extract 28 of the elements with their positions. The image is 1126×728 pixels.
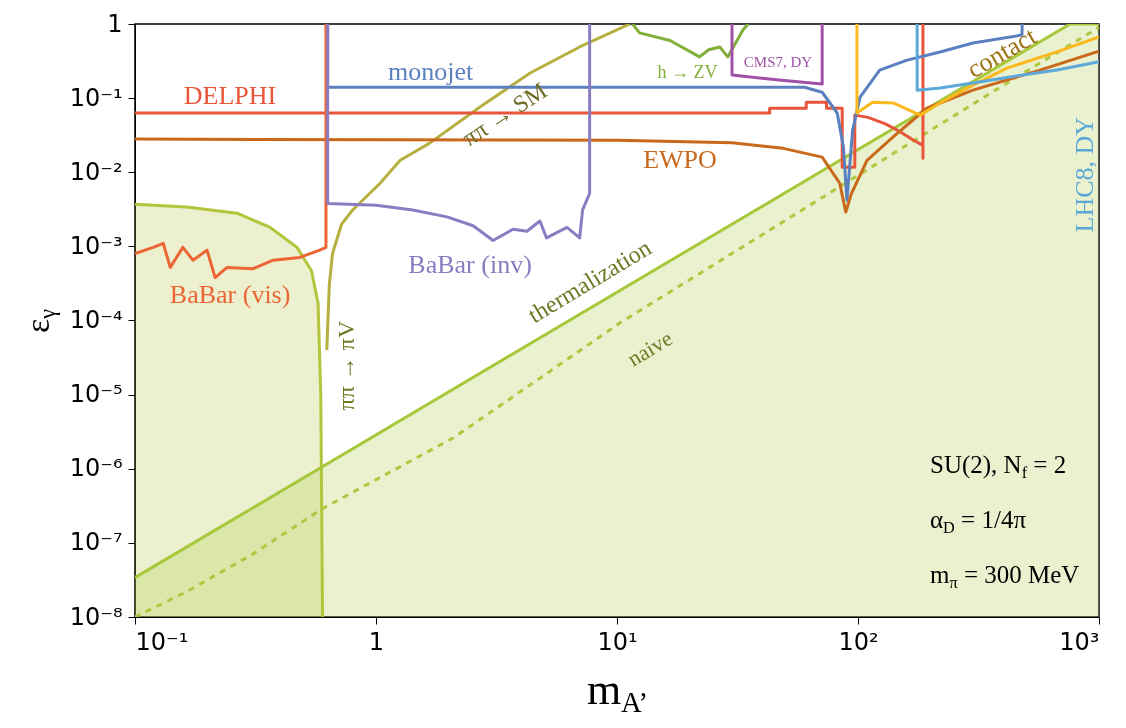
y-tick-label: 10⁻⁴ <box>69 306 123 334</box>
y-tick-label: 10⁻² <box>69 157 123 186</box>
y-tick-label: 10⁻⁷ <box>69 528 123 557</box>
series-label: BaBar (vis) <box>169 279 291 309</box>
x-tick-label: 10¹ <box>597 627 638 656</box>
y-tick-label: 10⁻⁸ <box>69 602 123 631</box>
series-label: EWPO <box>643 145 717 175</box>
text: ππ → πV <box>332 320 359 411</box>
series-label: CMS7, DY <box>743 54 813 71</box>
x-tick-label: 10³ <box>1059 627 1100 656</box>
y-tick-label: 10⁻³ <box>69 231 123 260</box>
series-label: h → ZV <box>657 61 718 82</box>
y-tick-label: 10⁻⁵ <box>69 380 123 409</box>
y-tick-label: 1 <box>107 9 123 38</box>
x-tick-label: 10² <box>838 627 879 656</box>
annotation: α$_{D}$ = 1/4π <box>930 506 1027 537</box>
x-axis-title: m$_{A’}$ <box>586 664 649 719</box>
annotation: m$_{π}$ = 300 MeV <box>930 561 1080 592</box>
x-tick-label: 10⁻¹ <box>135 627 189 656</box>
series-label: monojet <box>388 57 475 87</box>
series-label: DELPHI <box>183 81 277 110</box>
x-tick-label: 1 <box>368 627 385 656</box>
y-tick-label: 10⁻⁶ <box>69 454 123 483</box>
text: LHC8, DY <box>1070 116 1099 233</box>
y-tick-label: 10⁻¹ <box>69 83 123 112</box>
series-label: BaBar (inv) <box>408 249 532 279</box>
annotation: SU(2), N$_{f}$ = 2 <box>930 451 1067 482</box>
text: naive <box>622 325 677 372</box>
